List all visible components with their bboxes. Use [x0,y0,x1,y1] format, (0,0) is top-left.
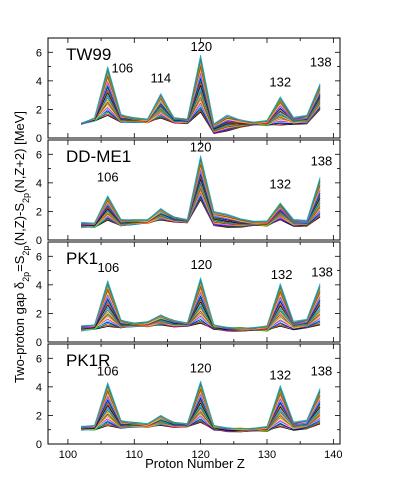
y-axis-label-part: =S [12,255,27,272]
panel-frame [47,241,341,343]
y-tick-label: 2 [36,206,42,218]
peak-annotation: 132 [269,75,291,90]
y-tick-label: 6 [36,251,42,263]
y-tick-label: 4 [36,178,42,190]
peak-annotation: 106 [97,363,119,378]
panel-curves [81,380,321,433]
panel-curves [81,155,321,229]
panel-dd-me1: 0 2 4 6 DD-ME1 106 120 132 138 [36,139,341,247]
x-tick-label: 110 [125,449,143,461]
series-line [81,77,321,128]
peak-annotation: 138 [311,154,333,169]
y-tick-label: 0 [36,439,42,451]
series-line [81,163,321,225]
panel-frame [47,343,341,445]
panel-curves [81,277,321,332]
series-line [81,54,321,125]
panel-label: PK1R [66,351,110,370]
peak-annotation: 132 [269,177,291,192]
peak-annotation: 106 [97,169,119,184]
y-axis-label: Two-proton gap δ2p=S2p(N,Z)-S2p(N,Z+2) [… [12,111,31,383]
panel-label: DD-ME1 [66,147,131,166]
x-tick-label: 100 [59,449,77,461]
peak-annotation: 106 [111,60,133,75]
series-line [81,393,321,431]
y-axis-label-subscript: 2p [21,246,31,256]
peak-annotation: 132 [269,368,291,383]
series-line [81,295,321,330]
y-axis-label-part: Two-proton gap δ [12,282,27,383]
y-tick-label: 4 [36,382,42,394]
y-tick-label: 0 [36,133,42,145]
y-tick-label: 0 [36,235,42,247]
y-tick-label: 2 [36,308,42,320]
y-tick-label: 6 [36,47,42,59]
panel-frame [47,139,341,241]
peak-annotation: 132 [271,267,293,282]
peak-annotation: 138 [311,363,333,378]
peak-annotation: 120 [190,139,212,154]
peak-annotation: 138 [310,55,332,70]
panel-curves [81,54,321,134]
peak-annotation: 114 [150,70,171,85]
y-axis-label-part: (N,Z+2) [MeV] [12,111,27,193]
series-line [81,289,321,330]
x-tick-label: 140 [324,449,342,461]
panel-label: TW99 [66,45,111,64]
y-tick-label: 6 [36,149,42,161]
y-axis-label-subscript: 2p [21,272,31,282]
x-tick-label: 130 [258,449,276,461]
peak-annotation: 120 [190,39,212,54]
y-tick-label: 6 [36,353,42,365]
y-tick-label: 0 [36,337,42,349]
y-tick-label: 2 [36,410,42,422]
series-line [81,277,321,329]
y-tick-label: 4 [36,280,42,292]
series-line [81,407,321,431]
x-tick-label: 120 [191,449,209,461]
series-line [81,305,321,330]
peak-annotation: 138 [311,264,333,279]
y-axis-label-subscript: 2p [21,193,31,203]
series-line [81,72,321,128]
peak-annotation: 106 [98,260,120,275]
y-tick-label: 2 [36,104,42,116]
panel-label: PK1 [66,249,98,268]
series-line [81,155,321,224]
y-axis-label-part: (N,Z)-S [12,203,27,246]
series-line [81,397,321,431]
y-tick-label: 4 [36,76,42,88]
series-line [81,380,321,430]
panel-frame [47,37,341,139]
x-axis-label: Proton Number Z [145,456,245,471]
panel-pk1: 0 2 4 6 PK1 106 120 132 138 [36,241,341,349]
series-line [81,91,321,131]
peak-annotation: 120 [190,257,212,272]
peak-annotation: 120 [190,361,212,376]
x-axis: 100 110 120 130 140 [59,449,343,461]
